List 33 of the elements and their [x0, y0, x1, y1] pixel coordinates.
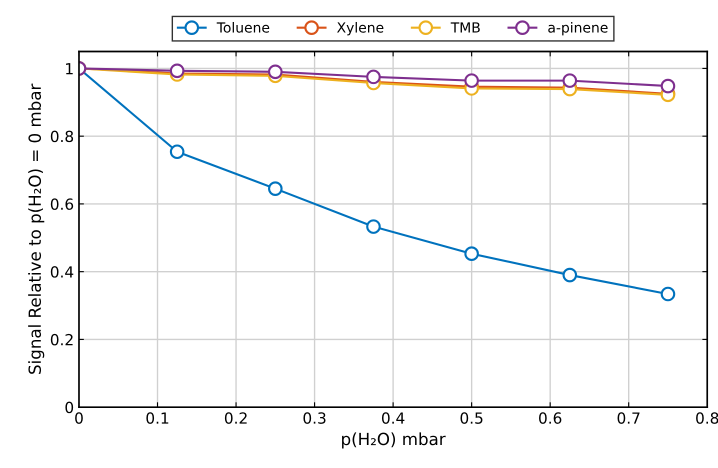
point [562, 268, 578, 282]
x-axis-title: p(H₂O) mbar [342, 432, 446, 448]
y-tick-label: 0.2 [50, 334, 73, 346]
point [562, 73, 578, 88]
x-tick-label: 0.3 [303, 412, 326, 424]
point [464, 73, 479, 88]
y-tick-label: 0.4 [50, 266, 74, 278]
legend-label: Xylene [337, 22, 384, 36]
y-tick-label: 0.8 [50, 130, 74, 142]
y-axis-title: Signal Relative to p(H₂O) = 0 mbar [28, 84, 44, 374]
point [170, 63, 184, 78]
x-tick-label: 0.5 [460, 412, 482, 424]
x-tick-label: 0.2 [224, 412, 247, 424]
y-tick-label: 1 [66, 63, 73, 74]
x-tick-label: 0 [75, 412, 83, 424]
y-tick-label: 0 [65, 402, 74, 414]
point [660, 78, 676, 94]
point [170, 144, 184, 160]
legend-label: Toluene [216, 22, 270, 33]
point [366, 219, 381, 234]
point [366, 70, 381, 84]
legend-label: TMB [450, 22, 480, 33]
y-tick-label: 0.6 [50, 198, 74, 210]
x-tick-label: 0.6 [539, 412, 562, 424]
x-tick-label: 0.7 [618, 412, 640, 424]
point [464, 246, 479, 262]
legend-label: a-pinene [548, 22, 608, 36]
x-tick-label: 0.8 [696, 412, 718, 424]
point [660, 286, 676, 302]
point [268, 181, 283, 196]
x-tick-label: 0.1 [146, 412, 168, 424]
point [268, 64, 283, 80]
x-tick-label: 0.4 [382, 412, 404, 424]
